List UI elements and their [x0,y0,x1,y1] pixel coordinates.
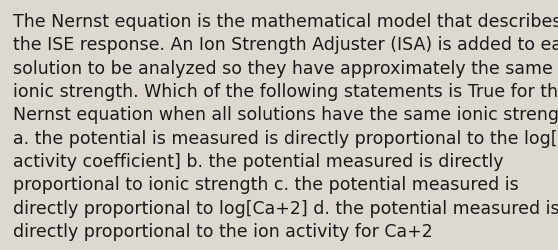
Text: The Nernst equation is the mathematical model that describes
the ISE response. A: The Nernst equation is the mathematical … [13,13,558,240]
